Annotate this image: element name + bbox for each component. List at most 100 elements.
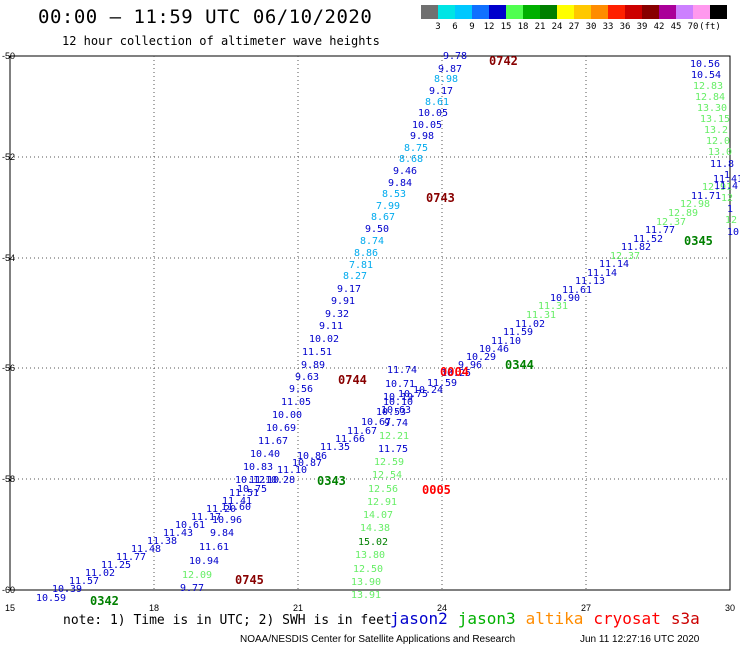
page-title: 00:00 – 11:59 UTC 06/10/2020: [38, 6, 373, 28]
wave-height-value: 12.91: [702, 182, 732, 193]
wave-height-value: 14.07: [363, 510, 393, 521]
wave-height-value: 9.89: [301, 360, 325, 371]
legend-color-box: [659, 5, 676, 19]
wave-height-value: 11.82: [621, 242, 651, 253]
time-labels: 0742 0743 0744 0745 0345 0344 0343 0342 0004 0005: [90, 54, 713, 608]
legend-label: 39: [636, 22, 648, 32]
footer-note: note: 1) Time is in UTC; 2) SWH is in fe…: [63, 613, 392, 628]
legend-color-box: [540, 5, 557, 19]
wave-height-value: 12.59: [374, 457, 404, 468]
wave-height-value: 11.10: [277, 465, 307, 476]
wave-height-value: 13.0: [708, 147, 732, 158]
wave-height-value: 8.27: [343, 271, 367, 282]
wave-height-value: 8.67: [371, 212, 395, 223]
page-subtitle: 12 hour collection of altimeter wave hei…: [62, 34, 380, 48]
legend-label: 33: [602, 22, 614, 32]
satellite-label-altika: altika: [525, 609, 584, 628]
wave-height-value: 11.10: [249, 475, 279, 486]
wave-height-value: 10.61: [175, 520, 205, 531]
wave-height-value: 11.31: [538, 301, 568, 312]
wave-height-value: 10.10: [383, 397, 413, 408]
wave-height-value: 1: [724, 170, 730, 181]
wave-height-value: 10.05: [412, 120, 442, 131]
satellite-label-s3a: s3a: [670, 609, 700, 628]
wave-height-value: 11.4: [714, 181, 738, 192]
wave-height-value: 10.53: [376, 407, 406, 418]
wave-height-value: 11.43: [163, 528, 193, 539]
wave-height-value: 10.24: [413, 385, 443, 396]
x-tick-label: 21: [293, 603, 303, 613]
legend-label: 3: [435, 22, 441, 32]
x-tick-label: 27: [581, 603, 591, 613]
wave-height-value: 8.53: [382, 189, 406, 200]
wave-height-value: 12.83: [693, 81, 723, 92]
pass-time-label: 0342: [90, 594, 119, 608]
wave-height-value: 10.67: [361, 417, 391, 428]
wave-height-value: 10.75: [398, 389, 428, 400]
pass-time-label: 0343: [317, 474, 346, 488]
legend-label: 36: [619, 22, 631, 32]
legend-color-box: [523, 5, 540, 19]
legend-label: 24: [551, 22, 563, 32]
pass-time-label: 0344: [505, 358, 534, 372]
wave-height-value: 10.02: [309, 334, 339, 345]
wave-height-value: 10.83: [243, 462, 273, 473]
map-frame: [9, 55, 731, 591]
map-grid: [9, 55, 731, 591]
wave-height-value: 10.28: [265, 475, 295, 486]
wave-height-value: 8.74: [360, 236, 384, 247]
y-tick-label: -58: [2, 474, 15, 484]
wave-height-value: 9.63: [295, 372, 319, 383]
wave-height-value: 11.48: [131, 544, 161, 555]
wave-height-value: 1: [727, 204, 733, 215]
legend-color-box: [472, 5, 489, 19]
legend-color-box: [676, 5, 693, 19]
wave-height-value: 11.67: [347, 426, 377, 437]
wave-height-value: 10.40: [250, 449, 280, 460]
wave-height-value: 10.12: [235, 475, 265, 486]
wave-height-value: 10.39: [52, 584, 82, 595]
wave-height-value: 11.20: [206, 504, 236, 515]
wave-height-value: 7.99: [376, 201, 400, 212]
pass-time-label: 0744: [338, 373, 367, 387]
wave-height-value: 11.66: [335, 434, 365, 445]
wave-height-value: 9.98: [410, 131, 434, 142]
wave-height-value: 12.21: [379, 431, 409, 442]
wave-height-value: 12.54: [372, 470, 402, 481]
legend-label: 42: [653, 22, 665, 32]
wave-height-value: 12.37: [610, 251, 640, 262]
wave-height-value: 8.61: [425, 97, 449, 108]
wave-height-value: 10.25: [441, 368, 471, 379]
wave-height-value: 9.17: [429, 86, 453, 97]
pass-time-label: 0745: [235, 573, 264, 587]
wave-height-value: 11.61: [562, 285, 592, 296]
wave-height-value: 12.84: [695, 92, 725, 103]
wave-height-value: 13.2: [704, 125, 728, 136]
wave-height-value: 10.75: [237, 484, 267, 495]
pass-time-label: 0004: [440, 365, 469, 379]
wave-height-value: 10.69: [266, 423, 296, 434]
wave-height-value: 9.11: [319, 321, 343, 332]
wave-height-value: 11.71: [691, 191, 721, 202]
wave-height-value: 9.84: [210, 528, 234, 539]
x-tick-label: 24: [437, 603, 447, 613]
wave-height-value: 14.38: [360, 523, 390, 534]
wave-height-value: 8.98: [434, 74, 458, 85]
legend-color-box: [625, 5, 642, 19]
wave-height-value: 9.77: [180, 583, 204, 594]
wave-height-value: 11.61: [199, 542, 229, 553]
wave-height-value: 11.51: [229, 488, 259, 499]
wave-height-value: 11.77: [116, 552, 146, 563]
wave-height-value: 12: [725, 215, 737, 226]
wave-height-value: 12.0: [706, 136, 730, 147]
wave-height-value: 10.05: [418, 108, 448, 119]
pass-time-label: 0345: [684, 234, 713, 248]
wave-height-value: 10: [727, 227, 739, 238]
wave-height-value: 9.17: [337, 284, 361, 295]
wave-height-value: 8.68: [399, 154, 423, 165]
wave-height-value: 11.52: [633, 234, 663, 245]
wave-height-values: 9.789.878.989.178.6110.0510.059.988.758.…: [36, 51, 740, 604]
wave-height-value: 12: [721, 193, 733, 204]
wave-height-value: 11.02: [515, 319, 545, 330]
